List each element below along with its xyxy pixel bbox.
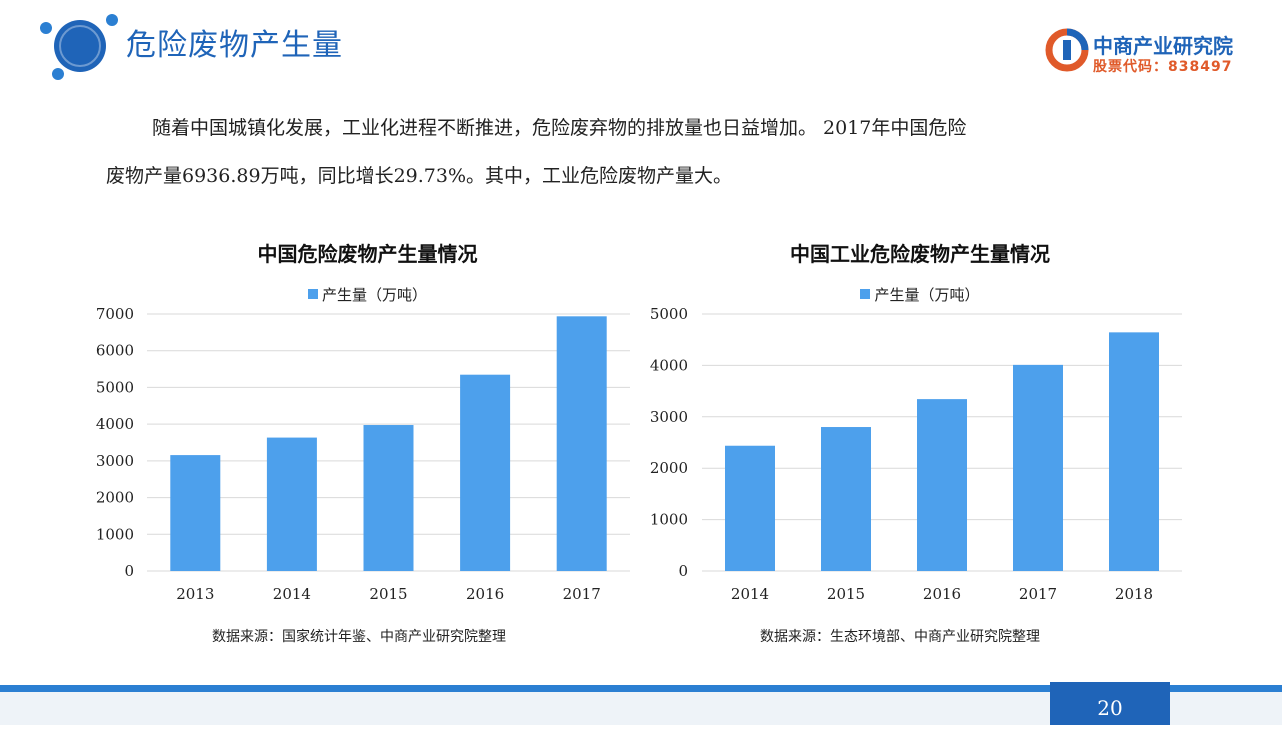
x-tick-label: 2015 <box>827 585 865 603</box>
x-tick-label: 2018 <box>1115 585 1153 603</box>
legend-swatch <box>307 289 318 299</box>
bar <box>725 445 775 571</box>
bar <box>363 425 414 571</box>
intro-line-2: 废物产量6936.89万吨，同比增长29.73%。其中，工业危险废物产量大。 <box>106 165 733 187</box>
y-tick-label: 2000 <box>650 459 688 477</box>
chart-source-note: 数据来源：国家统计年鉴、中商产业研究院整理 <box>212 629 506 645</box>
x-tick-label: 2017 <box>563 585 601 603</box>
bar <box>460 374 511 571</box>
bar <box>1109 332 1159 571</box>
y-tick-label: 7000 <box>96 305 134 323</box>
y-tick-label: 6000 <box>96 342 134 360</box>
y-tick-label: 3000 <box>96 452 134 470</box>
legend-swatch <box>860 289 871 299</box>
brand-logo: 中商产业研究院 股票代码：838497 <box>1045 28 1255 78</box>
chart-legend: 产生量（万吨） <box>90 284 645 305</box>
bar <box>556 316 607 571</box>
chart-title: 中国危险废物产生量情况 <box>257 242 478 266</box>
x-tick-label: 2015 <box>369 585 407 603</box>
bar <box>917 399 967 571</box>
x-tick-label: 2014 <box>731 585 769 603</box>
chart-title: 中国工业危险废物产生量情况 <box>790 242 1050 266</box>
y-tick-label: 4000 <box>96 415 134 433</box>
footer-bar <box>0 685 1282 692</box>
brand-mark-icon <box>1045 28 1089 72</box>
legend-label: 产生量（万吨） <box>321 286 427 304</box>
y-tick-label: 4000 <box>650 356 688 374</box>
y-tick-label: 5000 <box>650 305 688 323</box>
y-tick-label: 1000 <box>96 525 134 543</box>
brand-stock-code: 股票代码：838497 <box>1093 59 1233 75</box>
y-tick-label: 0 <box>124 562 134 580</box>
y-tick-label: 5000 <box>96 378 134 396</box>
x-tick-label: 2016 <box>466 585 504 603</box>
brand-name: 中商产业研究院 <box>1093 34 1233 58</box>
bar <box>266 437 317 571</box>
x-tick-label: 2016 <box>923 585 961 603</box>
y-tick-label: 2000 <box>96 489 134 507</box>
x-tick-label: 2017 <box>1019 585 1057 603</box>
y-tick-label: 0 <box>678 562 688 580</box>
x-tick-label: 2014 <box>273 585 311 603</box>
chart-industrial-hazardous-waste: 中国工业危险废物产生量情况 产生量（万吨） 0 1000 2000 3000 4000 5… <box>640 238 1200 618</box>
chart-hazardous-waste: 中国危险废物产生量情况 产生量（万吨） 0 1000 2000 3000 4000 500… <box>90 238 645 618</box>
chart-source-note: 数据来源：生态环境部、中商产业研究院整理 <box>760 629 1040 645</box>
bar <box>1013 364 1063 571</box>
legend-label: 产生量（万吨） <box>874 286 980 304</box>
bar <box>170 455 221 571</box>
x-tick-label: 2013 <box>176 585 214 603</box>
logo-circles-icon <box>40 14 118 80</box>
bar <box>821 427 871 571</box>
y-tick-label: 3000 <box>650 408 688 426</box>
chart-plot: 0 1000 2000 3000 4000 5000 2014 2015 2016 2017 201… <box>650 305 1182 603</box>
chart-legend: 产生量（万吨） <box>640 284 1200 305</box>
chart-plot: 0 1000 2000 3000 4000 5000 6000 7000 2013 2014 201… <box>96 305 630 603</box>
intro-line-1: 随着中国城镇化发展，工业化进程不断推进，危险废弃物的排放量也日益增加。 2017… <box>152 117 967 139</box>
intro-paragraph: 随着中国城镇化发展，工业化进程不断推进，危险废弃物的排放量也日益增加。 2017… <box>106 104 1186 200</box>
page-title: 危险废物产生量 <box>126 28 343 63</box>
page-number: 20 <box>1050 682 1170 725</box>
y-tick-label: 1000 <box>650 511 688 529</box>
